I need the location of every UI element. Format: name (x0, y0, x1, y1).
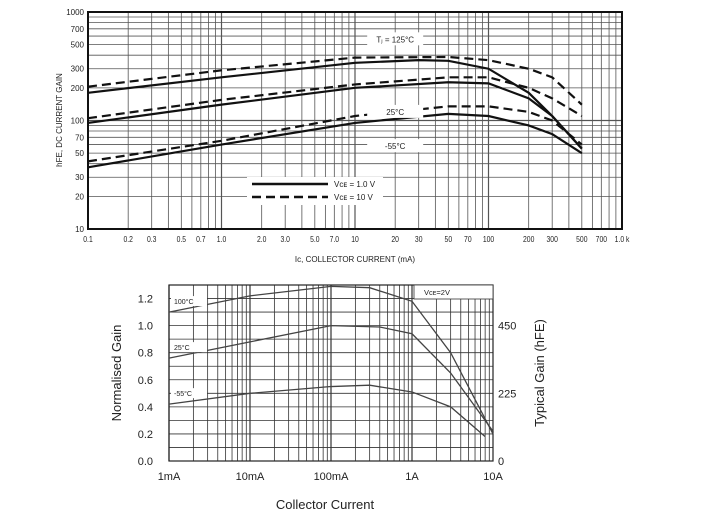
x-tick-label: 5.0 (310, 234, 319, 244)
plot-frame (87, 11, 623, 230)
x-axis-label: Collector Current (276, 497, 375, 512)
series-label: 100°C (174, 298, 194, 306)
series-label-bg (171, 296, 207, 307)
x-tick-label: 1.0 (217, 234, 226, 244)
series-line (87, 59, 583, 150)
y2-axis-label: Typical Gain (hFE) (532, 319, 547, 427)
annotation-label: -55°C (385, 142, 406, 151)
annotation-bg (367, 104, 424, 118)
series-label: 25°C (174, 344, 190, 352)
annotation-label: 25°C (386, 108, 404, 117)
legend-box (247, 177, 383, 205)
series-line (168, 285, 494, 435)
series-label-bg (171, 342, 207, 353)
series-line (87, 81, 583, 150)
legend-label: Vᴄᴇ = 10 V (334, 193, 373, 202)
x-tick-label: 0.2 (123, 234, 132, 244)
x-tick-label: 3.0 (280, 234, 289, 244)
x-axis-label: Iᴄ, COLLECTOR CURRENT (mA) (295, 255, 415, 264)
series-line (87, 112, 583, 169)
x-tick-label: 1A (405, 471, 419, 483)
x-tick-label: 0.1 (83, 234, 92, 244)
legend-label: Vᴄᴇ=2V (424, 288, 450, 297)
series-line (87, 105, 583, 163)
x-tick-label: 700 (596, 234, 607, 244)
x-tick-label: 100mA (314, 471, 350, 483)
x-tick-label: 10A (483, 471, 503, 483)
y-tick-label: 0.6 (138, 375, 153, 387)
x-tick-label: 200 (523, 234, 534, 244)
y2-tick-label: 450 (498, 321, 516, 333)
y-tick-label: 500 (71, 41, 85, 50)
annotation-label: Tⱼ = 125°C (376, 35, 414, 44)
y-tick-label: 20 (75, 192, 84, 201)
series-line (87, 55, 583, 106)
x-tick-label: 70 (464, 234, 472, 244)
y-tick-label: 200 (71, 84, 85, 93)
series-line (168, 324, 494, 432)
y-tick-label: 1000 (66, 8, 84, 17)
y-tick-label: 30 (75, 173, 84, 182)
y-tick-label: 50 (75, 149, 84, 158)
y2-tick-label: 225 (498, 388, 516, 400)
x-tick-label: 0.3 (147, 234, 156, 244)
x-tick-label: 2.0 (257, 234, 266, 244)
x-tick-label: 0.5 (177, 234, 186, 244)
annotation-bg (367, 139, 424, 153)
y2-tick-label: 0 (498, 456, 504, 468)
x-tick-label: 50 (445, 234, 453, 244)
plot-frame (168, 284, 494, 462)
y-tick-label: 10 (75, 225, 84, 234)
y-tick-label: 0.2 (138, 429, 153, 441)
x-tick-label: 20 (391, 234, 399, 244)
y-tick-label: 0.4 (138, 402, 153, 414)
x-tick-label: 100 (483, 234, 494, 244)
series-label: -55°C (174, 390, 192, 398)
y-tick-label: 0.0 (138, 456, 153, 468)
y-tick-label: 100 (71, 117, 85, 126)
series-line (168, 384, 486, 438)
y-tick-label: 0.8 (138, 348, 153, 360)
y-axis-label: Normalised Gain (109, 325, 124, 422)
y-tick-label: 300 (71, 65, 85, 74)
x-tick-label: 500 (576, 234, 587, 244)
y-tick-label: 1.2 (138, 294, 153, 306)
x-tick-label: 1.0 k (615, 234, 630, 244)
y-tick-label: 700 (71, 25, 85, 34)
x-tick-label: 300 (547, 234, 558, 244)
x-tick-label: 7.0 (330, 234, 339, 244)
annotation-bg (367, 32, 424, 46)
y-tick-label: 70 (75, 133, 84, 142)
legend-label: Vᴄᴇ = 1.0 V (334, 180, 376, 189)
x-tick-label: 0.7 (196, 234, 205, 244)
series-label-bg (171, 388, 207, 399)
x-tick-label: 10mA (236, 471, 265, 483)
series-line (87, 76, 583, 120)
y-axis-label: hFE, DC CURRENT GAIN (55, 73, 64, 167)
legend-box (413, 284, 494, 300)
x-tick-label: 10 (351, 234, 359, 244)
y-tick-label: 1.0 (138, 321, 153, 333)
x-tick-label: 1mA (158, 471, 181, 483)
x-tick-label: 30 (415, 234, 423, 244)
